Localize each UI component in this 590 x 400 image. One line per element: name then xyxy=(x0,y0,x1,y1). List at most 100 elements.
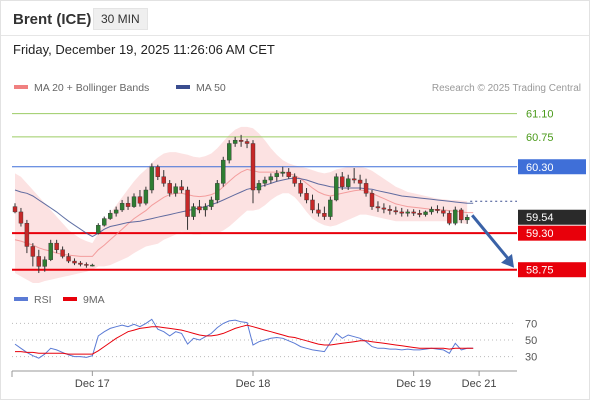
candle-body xyxy=(30,246,36,257)
candle xyxy=(435,205,440,214)
candle-body xyxy=(102,218,107,226)
last-price-tag xyxy=(518,209,586,225)
rsi-tick-label: 30 xyxy=(525,352,537,364)
timestamp: Friday, December 19, 2025 11:26:06 AM CE… xyxy=(13,42,275,57)
candle-body xyxy=(238,139,244,142)
candle xyxy=(244,138,250,149)
candle xyxy=(191,203,196,220)
rsi-legend: RSI 9MA xyxy=(14,294,105,306)
legend-label: MA 50 xyxy=(196,82,226,94)
candle-body xyxy=(375,206,381,209)
candle xyxy=(268,173,274,184)
candle-body xyxy=(459,209,464,221)
candle xyxy=(48,239,53,262)
candle xyxy=(36,249,41,274)
last-price-label: 59.54 xyxy=(526,212,554,224)
candle-body xyxy=(286,171,291,177)
candle xyxy=(179,180,184,194)
level-tag-58.75 xyxy=(518,262,586,278)
candle-body xyxy=(256,183,262,191)
candle-body xyxy=(399,211,404,214)
candle xyxy=(238,134,244,147)
candle xyxy=(107,209,113,220)
candle xyxy=(18,207,24,227)
candle-body xyxy=(262,179,268,184)
candle-body xyxy=(221,159,226,184)
candle xyxy=(137,190,143,207)
candle-body xyxy=(322,213,327,217)
candle xyxy=(250,140,256,204)
rsi-legend-swatch xyxy=(63,297,77,301)
candle xyxy=(131,193,137,208)
candle xyxy=(363,178,369,197)
candle-body xyxy=(173,186,178,194)
candle xyxy=(42,256,47,272)
bollinger-area xyxy=(15,126,468,284)
candle-body xyxy=(209,199,214,207)
candle xyxy=(24,219,30,254)
candle-body xyxy=(328,199,333,217)
candle xyxy=(197,199,202,214)
candle-body xyxy=(334,176,339,201)
candle-body xyxy=(149,166,155,191)
candle xyxy=(155,164,161,181)
candle-body xyxy=(411,211,416,214)
candle-body xyxy=(191,206,196,217)
candle-body xyxy=(143,189,149,204)
candle-body xyxy=(60,249,65,257)
candle xyxy=(429,206,434,215)
candle-body xyxy=(316,209,321,214)
candle-body xyxy=(453,209,458,224)
rsi-grid: 70 50 30 xyxy=(12,318,537,364)
candle xyxy=(203,203,208,217)
candle-body xyxy=(197,206,202,211)
candle-body xyxy=(363,183,369,194)
candle-body xyxy=(250,143,256,191)
candle xyxy=(113,206,119,217)
candle-body xyxy=(96,225,101,234)
rsi-legend-label: 9MA xyxy=(83,294,105,306)
candle-body xyxy=(131,196,137,207)
candle xyxy=(310,194,315,214)
candle-body xyxy=(226,143,232,161)
candle-body xyxy=(215,183,220,201)
candle-body xyxy=(304,193,309,201)
interval-badge[interactable]: 30 MIN xyxy=(93,8,148,30)
candle xyxy=(453,206,458,226)
candle xyxy=(226,140,232,164)
candle-body xyxy=(232,139,238,144)
candle-body xyxy=(42,259,47,267)
candle-body xyxy=(369,193,375,207)
x-tick-label: Dec 18 xyxy=(236,378,271,390)
candle xyxy=(423,210,428,217)
level-label-59.30: 59.30 xyxy=(526,228,554,240)
candle-body xyxy=(119,203,125,211)
candle-body xyxy=(340,176,345,187)
candle-body xyxy=(113,209,119,214)
candle-body xyxy=(435,209,440,211)
candle-body xyxy=(107,213,113,219)
candlestick-series xyxy=(12,134,470,274)
candle-body xyxy=(429,209,434,213)
candle-body xyxy=(244,141,250,144)
candle xyxy=(96,223,101,235)
credit-text: Research © 2025 Trading Central xyxy=(432,83,581,94)
candle xyxy=(125,196,131,210)
candle xyxy=(167,180,172,197)
price-legend: MA 20 + Bollinger Bands MA 50 xyxy=(14,82,226,94)
ma20-line xyxy=(14,168,474,257)
candle xyxy=(411,209,416,216)
candle-body xyxy=(292,176,297,184)
instrument-title: Brent (ICE) xyxy=(13,11,92,28)
candle xyxy=(340,172,345,190)
rsi-legend-label: RSI xyxy=(34,294,52,306)
rsi-tick-label: 70 xyxy=(525,318,537,330)
candle-body xyxy=(137,196,143,204)
candle xyxy=(280,166,285,177)
legend-swatch xyxy=(176,85,190,89)
level-tag-60.30 xyxy=(518,159,586,175)
candle-body xyxy=(24,223,30,247)
level-label-60.75: 60.75 xyxy=(526,132,554,144)
